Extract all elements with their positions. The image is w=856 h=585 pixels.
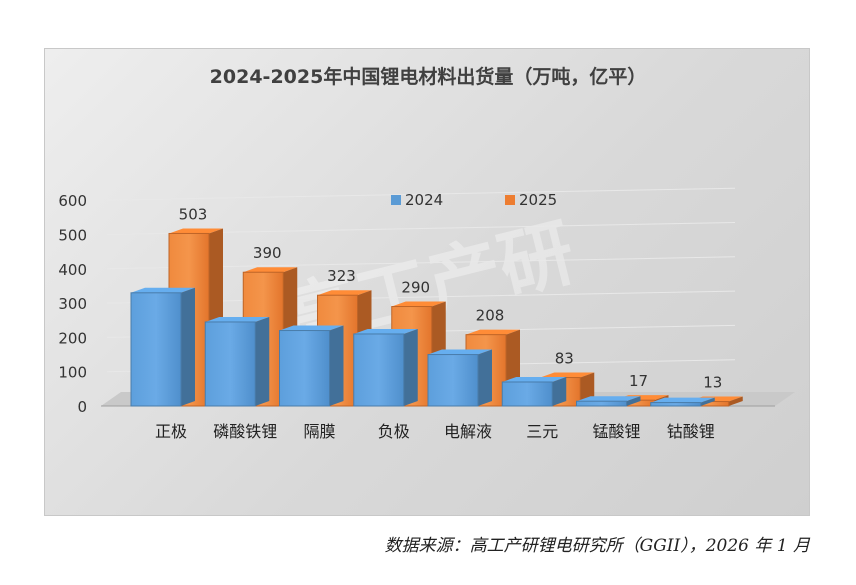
bar-2025-4-top — [466, 329, 520, 335]
bar-2024-5 — [501, 376, 567, 407]
bar-2024-2-front — [279, 330, 330, 407]
bar-2025-2-top — [317, 290, 372, 296]
bar-2024-1-front — [204, 321, 256, 407]
bar-2024-3 — [353, 328, 418, 407]
data-label-2025-6: 17 — [629, 372, 648, 390]
bar-2024-1 — [204, 316, 270, 407]
bar-2024-3-top — [353, 328, 418, 334]
category-label: 锰酸锂 — [592, 422, 640, 441]
legend-label-2024: 2024 — [405, 191, 443, 209]
data-label-2025-1: 390 — [253, 244, 282, 262]
bar-2025-0-top — [169, 228, 223, 234]
bar-2024-5-side — [552, 376, 567, 406]
legend-swatch-2025 — [505, 195, 515, 205]
data-label-2025-7: 13 — [703, 374, 722, 392]
bar-2024-4-front — [427, 354, 479, 407]
bar-2024-5-top — [502, 376, 567, 382]
category-label: 磷酸铁锂 — [213, 422, 277, 441]
bar-2024-2 — [279, 325, 344, 407]
data-label-2025-3: 290 — [401, 279, 430, 297]
bar-2024-2-side — [329, 325, 344, 406]
y-tick-label: 400 — [58, 261, 87, 279]
bar-2024-5-front — [501, 381, 553, 407]
bar-2024-0-top — [131, 287, 195, 293]
gridline — [106, 187, 736, 201]
legend-swatch-2024 — [391, 195, 401, 205]
bar-2024-6-top — [576, 396, 641, 402]
bar-2024-0 — [130, 287, 195, 407]
legend: 2024 2025 — [391, 191, 557, 209]
bar-2024-7-side — [700, 397, 715, 406]
chart-svg: 2024-2025年中国锂电材料出货量（万吨，亿平） 高工产研 01002003… — [58, 65, 795, 441]
y-axis-ticks: 0 100 200 300 400 500 600 — [58, 192, 87, 416]
legend-label-2025: 2025 — [519, 191, 557, 209]
y-tick-label: 600 — [58, 192, 87, 210]
bar-2025-5-top — [540, 372, 595, 378]
bar-2024-6-side — [626, 396, 641, 406]
y-tick-label: 500 — [58, 227, 87, 245]
category-label: 电解液 — [444, 422, 492, 441]
y-tick-label: 100 — [58, 364, 87, 382]
category-label: 正极 — [155, 422, 187, 441]
y-tick-label: 300 — [58, 295, 87, 313]
chart-title: 2024-2025年中国锂电材料出货量（万吨，亿平） — [210, 65, 647, 88]
bar-2024-7 — [650, 397, 715, 407]
bar-2024-7-top — [650, 397, 715, 403]
bar-2024-0-side — [181, 287, 195, 406]
category-label: 钴酸锂 — [667, 422, 715, 441]
category-label: 三元 — [526, 422, 558, 441]
data-label-2025-2: 323 — [327, 267, 356, 285]
bars — [130, 228, 743, 407]
y-tick-label: 200 — [58, 329, 87, 347]
bar-2024-1-side — [255, 316, 270, 406]
data-labels: 503 390 323 290 208 83 17 13 — [179, 205, 723, 391]
bar-2024-3-front — [353, 333, 405, 407]
chart-panel: 2024-2025年中国锂电材料出货量（万吨，亿平） 高工产研 0 100 200 3… — [44, 48, 810, 516]
bar-2024-4-side — [478, 349, 492, 406]
bar-2024-0-front — [130, 292, 182, 407]
bar-2024-4-top — [428, 349, 492, 355]
bar-2024-7-front — [650, 402, 702, 407]
bar-2025-3-top — [391, 301, 446, 307]
bar-2025-7-side — [728, 396, 743, 406]
data-label-2025-4: 208 — [476, 307, 505, 325]
category-label: 负极 — [378, 422, 410, 441]
bar-2024-2-top — [279, 325, 344, 331]
data-label-2025-5: 83 — [555, 350, 574, 368]
category-label: 隔膜 — [303, 422, 335, 441]
bar-2024-6-front — [576, 400, 627, 407]
y-tick-label: 0 — [77, 398, 87, 416]
category-labels: 正极 磷酸铁锂 隔膜 负极 电解液 三元 锰酸锂 钴酸锂 — [155, 422, 715, 441]
data-label-2025-0: 503 — [179, 205, 208, 223]
bar-2024-1-top — [205, 316, 270, 322]
bar-2024-6 — [576, 396, 641, 407]
bar-2024-3-side — [403, 328, 418, 406]
bar-2025-1-top — [243, 267, 298, 273]
bar-2024-4 — [427, 349, 492, 407]
source-note: 数据来源：高工产研锂电研究所（GGII），2026 年 1 月 — [384, 536, 810, 556]
